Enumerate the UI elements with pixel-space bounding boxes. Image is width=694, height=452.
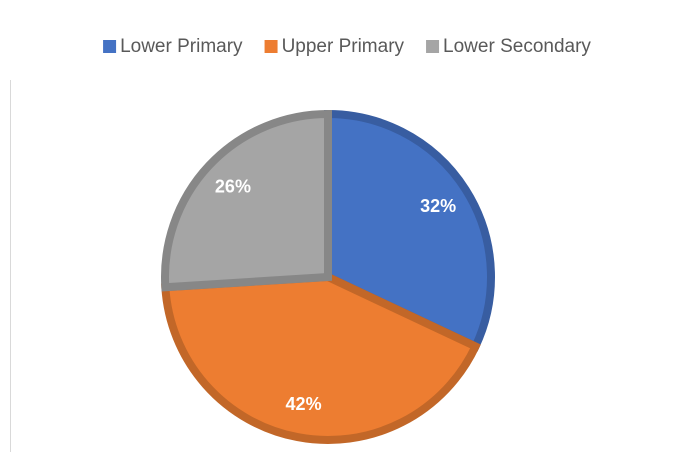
- pie-slice: [161, 109, 332, 292]
- legend-label: Lower Primary: [120, 36, 243, 57]
- legend-swatch: [426, 40, 440, 53]
- data-label: 32%: [420, 196, 456, 216]
- legend-swatch: [264, 40, 278, 53]
- data-label: 42%: [286, 394, 322, 414]
- data-label: 26%: [215, 176, 251, 196]
- legend-label: Lower Secondary: [443, 36, 591, 57]
- legend-swatch: [103, 40, 117, 53]
- legend-label: Upper Primary: [282, 36, 405, 57]
- pie-slice: [324, 109, 495, 352]
- pie-slice: [161, 272, 481, 444]
